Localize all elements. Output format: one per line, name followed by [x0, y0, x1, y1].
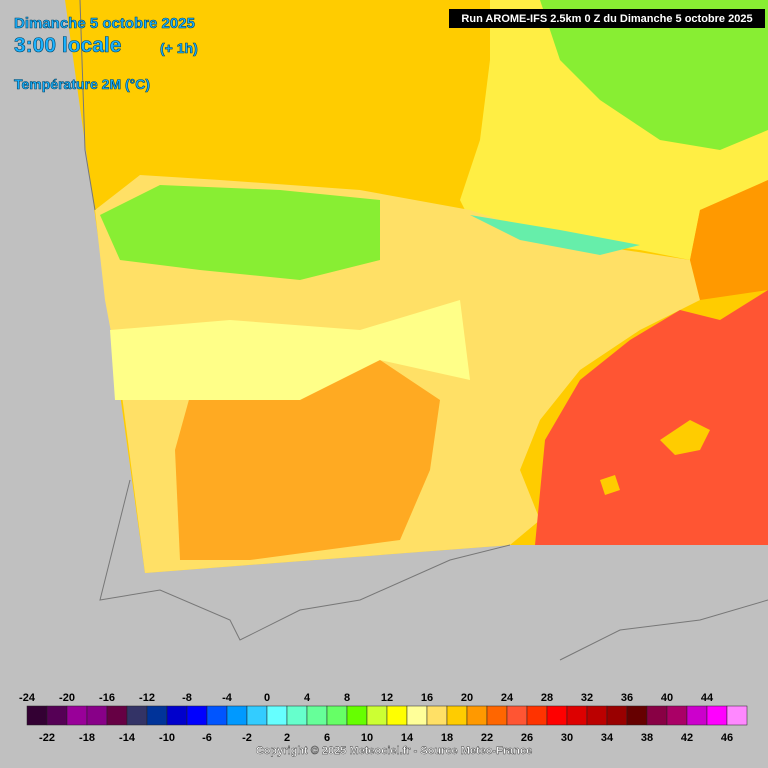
- legend-label: 20: [461, 692, 473, 704]
- legend-swatch: [246, 705, 268, 726]
- legend-swatch: [626, 705, 648, 726]
- legend-swatch: [226, 705, 248, 726]
- legend-label: -2: [242, 732, 252, 744]
- legend-label: 0: [264, 692, 270, 704]
- legend-swatch: [666, 705, 688, 726]
- legend-label: 40: [661, 692, 673, 704]
- legend-swatch: [646, 705, 668, 726]
- mediterranean: [535, 290, 768, 545]
- time: 3:00 locale: [14, 34, 121, 57]
- legend-swatch: [26, 705, 48, 726]
- legend-swatch: [526, 705, 548, 726]
- legend-swatch: [306, 705, 328, 726]
- legend-swatch: [406, 705, 428, 726]
- legend-swatch: [126, 705, 148, 726]
- legend-label: -12: [139, 692, 155, 704]
- legend-swatch: [506, 705, 528, 726]
- ibiza: [600, 475, 620, 495]
- legend-swatch: [366, 705, 388, 726]
- legend-label: 22: [481, 732, 493, 744]
- variable: Température 2M (°C): [14, 76, 150, 92]
- legend-swatch: [386, 705, 408, 726]
- legend-swatch: [566, 705, 588, 726]
- legend-swatch: [466, 705, 488, 726]
- legend-swatch: [586, 705, 608, 726]
- legend-swatch: [426, 705, 448, 726]
- legend-label: 12: [381, 692, 393, 704]
- footer: Copyright © 2025 Meteociel.fr - Source M…: [256, 745, 532, 757]
- legend-label: -22: [39, 732, 55, 744]
- legend-swatch: [186, 705, 208, 726]
- legend-swatch: [266, 705, 288, 726]
- legend-swatch: [106, 705, 128, 726]
- legend-swatch: [546, 705, 568, 726]
- legend-label: 36: [621, 692, 633, 704]
- legend-swatch: [206, 705, 228, 726]
- legend-label: -6: [202, 732, 212, 744]
- legend-swatch: [726, 705, 748, 726]
- legend-label: 38: [641, 732, 653, 744]
- legend-label: -24: [19, 692, 36, 704]
- legend-label: -20: [59, 692, 75, 704]
- legend-label: 46: [721, 732, 733, 744]
- pyrenees: [470, 215, 640, 255]
- legend-label: 6: [324, 732, 330, 744]
- gulf-of-lion: [690, 180, 768, 300]
- legend-label: 30: [561, 732, 573, 744]
- land-center: [110, 300, 470, 400]
- legend-swatch: [346, 705, 368, 726]
- legend-label: 18: [441, 732, 453, 744]
- legend-swatch: [606, 705, 628, 726]
- legend-label: 4: [304, 692, 311, 704]
- legend: -24-22-20-18-16-14-12-10-8-6-4-202468101…: [19, 692, 748, 744]
- legend-label: -10: [159, 732, 175, 744]
- legend-label: 2: [284, 732, 290, 744]
- legend-swatch: [166, 705, 188, 726]
- date: Dimanche 5 octobre 2025: [14, 15, 195, 32]
- legend-swatch: [326, 705, 348, 726]
- land-cool: [540, 0, 768, 150]
- legend-label: 26: [521, 732, 533, 744]
- land-north: [100, 185, 380, 280]
- legend-swatch: [706, 705, 728, 726]
- legend-label: 28: [541, 692, 553, 704]
- mallorca: [660, 420, 710, 455]
- legend-label: 42: [681, 732, 693, 744]
- legend-swatch: [66, 705, 88, 726]
- legend-label: 32: [581, 692, 593, 704]
- legend-swatch: [286, 705, 308, 726]
- legend-label: -4: [222, 692, 233, 704]
- legend-label: -18: [79, 732, 95, 744]
- legend-swatch: [446, 705, 468, 726]
- legend-label: 10: [361, 732, 373, 744]
- legend-label: 16: [421, 692, 433, 704]
- legend-swatch: [486, 705, 508, 726]
- legend-label: 14: [401, 732, 414, 744]
- offset: (+ 1h): [160, 40, 198, 56]
- run-box: [449, 9, 765, 28]
- legend-swatch: [46, 705, 68, 726]
- legend-swatch: [86, 705, 108, 726]
- legend-label: -8: [182, 692, 192, 704]
- legend-label: -16: [99, 692, 115, 704]
- land-south: [175, 350, 440, 560]
- legend-swatch: [686, 705, 708, 726]
- legend-label: 44: [701, 692, 714, 704]
- run: Run AROME-IFS 2.5km 0 Z du Dimanche 5 oc…: [461, 13, 752, 25]
- legend-label: 24: [501, 692, 514, 704]
- coastline: [79, 0, 768, 661]
- legend-swatch: [146, 705, 168, 726]
- legend-label: 34: [601, 732, 614, 744]
- legend-label: -14: [119, 732, 136, 744]
- legend-label: 8: [344, 692, 350, 704]
